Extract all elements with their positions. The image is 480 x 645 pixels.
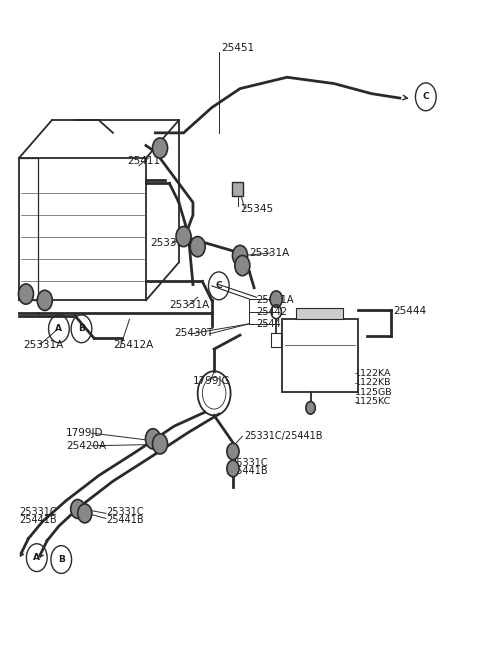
Text: 25331A: 25331A <box>169 301 210 310</box>
Text: 1799JG: 1799JG <box>193 375 230 386</box>
Text: 25411: 25411 <box>127 156 160 166</box>
Text: C: C <box>216 281 222 290</box>
Text: 25331C: 25331C <box>19 507 57 517</box>
Text: 25441B: 25441B <box>106 515 144 525</box>
Circle shape <box>235 255 250 275</box>
Circle shape <box>232 245 248 266</box>
Text: 25331C: 25331C <box>106 507 144 517</box>
Text: 25430T: 25430T <box>174 328 214 337</box>
Text: A: A <box>55 324 62 333</box>
Circle shape <box>227 443 239 460</box>
Text: B: B <box>58 555 65 564</box>
Circle shape <box>190 237 205 257</box>
Text: A: A <box>33 553 40 562</box>
Text: 25420A: 25420A <box>66 441 106 451</box>
Text: 25441A: 25441A <box>256 295 294 305</box>
Circle shape <box>227 461 239 477</box>
Circle shape <box>270 291 282 307</box>
Text: 25331A: 25331A <box>24 340 64 350</box>
Text: 25441B: 25441B <box>230 466 268 476</box>
Text: 1799JD: 1799JD <box>66 428 104 438</box>
Text: 25441B: 25441B <box>19 515 57 525</box>
Circle shape <box>71 499 85 519</box>
Circle shape <box>37 290 52 310</box>
Text: 25345: 25345 <box>240 204 273 213</box>
Bar <box>271 333 281 346</box>
Bar <box>232 182 243 196</box>
Circle shape <box>306 401 315 414</box>
Bar <box>297 308 344 319</box>
Circle shape <box>153 433 168 454</box>
Text: 25444: 25444 <box>393 306 426 316</box>
Text: 1125GB: 1125GB <box>355 388 393 397</box>
Text: 25443: 25443 <box>256 319 288 330</box>
Text: 25331A: 25331A <box>151 239 191 248</box>
Text: C: C <box>422 92 429 101</box>
Text: 25451: 25451 <box>221 43 254 52</box>
Circle shape <box>153 138 168 158</box>
Bar <box>282 319 358 392</box>
Circle shape <box>78 504 92 523</box>
Text: 25412A: 25412A <box>113 340 153 350</box>
Text: 1125KC: 1125KC <box>355 397 392 406</box>
Text: B: B <box>78 324 85 333</box>
Circle shape <box>176 226 191 246</box>
Circle shape <box>145 429 160 449</box>
Text: 1122KB: 1122KB <box>355 378 392 387</box>
Text: 25331C: 25331C <box>230 458 268 468</box>
Text: 25331A: 25331A <box>250 248 289 258</box>
Text: 25442: 25442 <box>256 308 288 317</box>
Text: 1122KA: 1122KA <box>355 368 392 377</box>
Circle shape <box>18 284 34 304</box>
Text: 25331C/25441B: 25331C/25441B <box>245 432 323 441</box>
